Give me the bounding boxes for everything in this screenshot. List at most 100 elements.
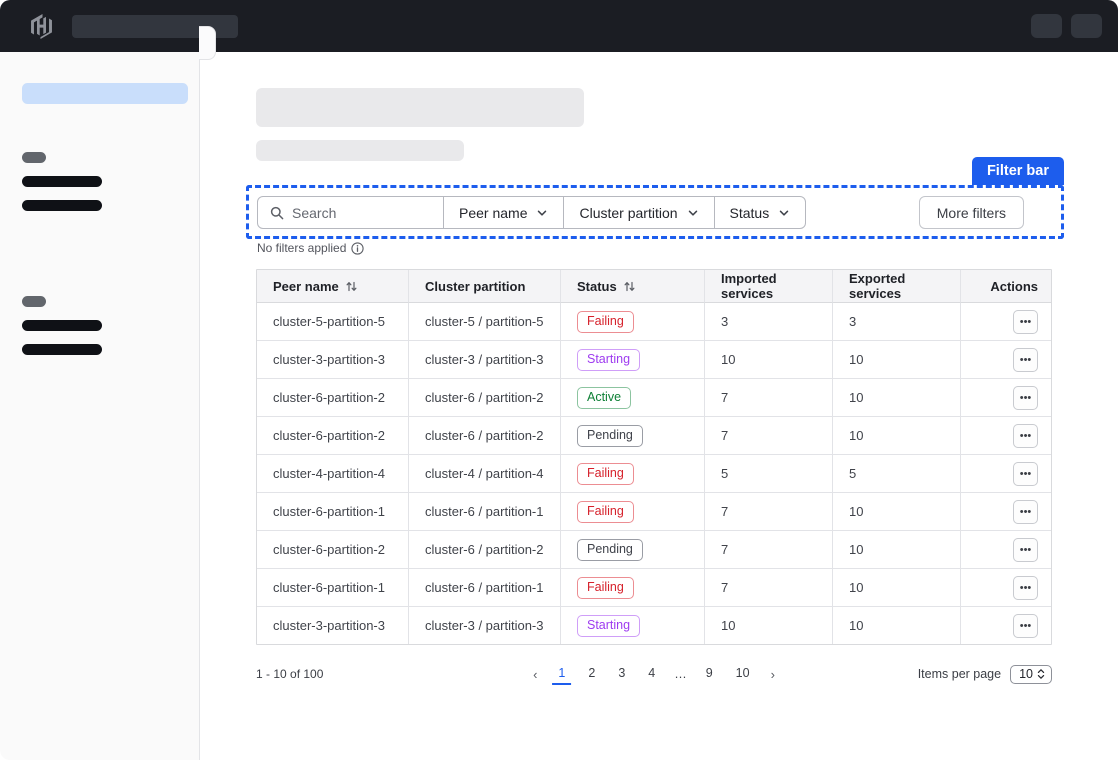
pagination-page-list: 1 2 3 4 … 9 10	[552, 663, 755, 685]
items-per-page-label: Items per page	[917, 667, 1002, 681]
pagination-range-text: 1 - 10 of 100	[256, 667, 324, 681]
pagination-page-9[interactable]: 9	[705, 666, 713, 680]
cluster-partition-cell: cluster-6 / partition-1	[409, 493, 561, 530]
row-actions-button[interactable]: •••	[1013, 423, 1038, 448]
search-field[interactable]	[258, 197, 443, 228]
status-cell: Active	[561, 379, 705, 416]
row-actions-button[interactable]: •••	[1013, 347, 1038, 372]
search-input[interactable]	[292, 204, 431, 221]
status-badge: Failing	[577, 310, 634, 333]
peer-name-cell: cluster-6-partition-2	[257, 531, 409, 568]
row-actions-button[interactable]: •••	[1013, 499, 1038, 524]
imported-services-cell: 10	[705, 607, 833, 644]
status-cell: Failing	[561, 303, 705, 340]
status-cell: Starting	[561, 607, 705, 644]
table-row: cluster-5-partition-5 cluster-5 / partit…	[257, 303, 1051, 341]
peer-name-filter-label: Peer name	[459, 204, 528, 221]
pagination-prev-button[interactable]: ‹	[529, 667, 541, 682]
peer-name-filter-dropdown[interactable]: Peer name	[443, 197, 563, 228]
nav-user-skeleton	[1071, 14, 1102, 38]
cluster-partition-cell: cluster-6 / partition-1	[409, 569, 561, 606]
row-actions-button[interactable]: •••	[1013, 575, 1038, 600]
status-badge: Pending	[577, 424, 643, 447]
pagination-page-2[interactable]: 2	[588, 666, 596, 680]
status-filter-dropdown[interactable]: Status	[713, 197, 806, 228]
sidebar-section-label-skeleton	[22, 296, 46, 307]
table-row: cluster-6-partition-2 cluster-6 / partit…	[257, 379, 1051, 417]
pagination-page-4[interactable]: 4	[648, 666, 656, 680]
cluster-partition-cell: cluster-5 / partition-5	[409, 303, 561, 340]
cluster-partition-filter-label: Cluster partition	[579, 204, 678, 221]
row-actions-button[interactable]: •••	[1013, 385, 1038, 410]
pagination-page-10[interactable]: 10	[735, 666, 750, 680]
chevron-down-icon	[538, 210, 547, 216]
status-cell: Failing	[561, 569, 705, 606]
sort-icon	[346, 281, 357, 291]
exported-services-cell: 5	[833, 455, 961, 492]
peer-name-cell: cluster-6-partition-1	[257, 493, 409, 530]
status-cell: Failing	[561, 493, 705, 530]
exported-services-cell: 10	[833, 417, 961, 454]
nav-help-skeleton	[1031, 14, 1062, 38]
row-actions-button[interactable]: •••	[1013, 537, 1038, 562]
exported-services-cell: 10	[833, 531, 961, 568]
status-cell: Failing	[561, 455, 705, 492]
chevron-down-icon	[688, 210, 697, 216]
filter-bar-annotation: Filter bar Peer name Cluster partition	[246, 157, 1064, 239]
page-subtitle-skeleton	[256, 140, 464, 161]
imported-services-cell: 7	[705, 569, 833, 606]
hashicorp-logo-icon[interactable]	[28, 13, 55, 40]
column-header-status[interactable]: Status	[561, 270, 705, 303]
column-header-imported-services: Imported services	[705, 270, 833, 303]
search-icon	[270, 206, 284, 219]
table-row: cluster-4-partition-4 cluster-4 / partit…	[257, 455, 1051, 493]
status-badge: Starting	[577, 614, 641, 637]
column-header-peer-name[interactable]: Peer name	[257, 270, 409, 303]
more-filters-button[interactable]: More filters	[918, 196, 1024, 229]
sidebar-active-item-skeleton	[22, 83, 188, 104]
status-cell: Starting	[561, 341, 705, 378]
imported-services-cell: 10	[705, 341, 833, 378]
row-actions-button[interactable]: •••	[1013, 613, 1038, 638]
sidebar-section-label-skeleton	[22, 152, 46, 163]
pagination-ellipsis: …	[674, 667, 687, 681]
status-badge: Failing	[577, 576, 634, 599]
status-badge: Active	[577, 386, 632, 409]
cluster-partition-filter-dropdown[interactable]: Cluster partition	[563, 197, 713, 228]
row-actions-button[interactable]: •••	[1013, 309, 1038, 334]
peer-name-cell: cluster-6-partition-2	[257, 417, 409, 454]
imported-services-cell: 7	[705, 379, 833, 416]
no-filters-text: No filters applied	[257, 241, 347, 255]
pagination-page-1[interactable]: 1	[552, 663, 572, 685]
table-row: cluster-6-partition-2 cluster-6 / partit…	[257, 531, 1051, 569]
pagination-pages: ‹ 1 2 3 4 … 9 10 ›	[529, 663, 779, 685]
table-header-row: Peer name Cluster partition Status	[257, 270, 1051, 303]
imported-services-cell: 7	[705, 493, 833, 530]
pagination-bar: 1 - 10 of 100 ‹ 1 2 3 4 … 9 10 › Items per pag…	[256, 661, 1052, 687]
peers-table: Peer name Cluster partition Status	[256, 269, 1052, 645]
sidebar-item-skeleton	[22, 344, 102, 355]
row-actions-button[interactable]: •••	[1013, 461, 1038, 486]
status-badge: Pending	[577, 538, 643, 561]
peer-name-cell: cluster-5-partition-5	[257, 303, 409, 340]
table-row: cluster-3-partition-3 cluster-3 / partit…	[257, 607, 1051, 644]
pagination-next-button[interactable]: ›	[767, 667, 779, 682]
status-cell: Pending	[561, 531, 705, 568]
exported-services-cell: 3	[833, 303, 961, 340]
items-per-page-select[interactable]: 10	[1010, 664, 1052, 684]
table-row: cluster-6-partition-1 cluster-6 / partit…	[257, 569, 1051, 607]
peer-name-cell: cluster-3-partition-3	[257, 607, 409, 644]
sidebar-collapse-handle[interactable]	[199, 26, 216, 60]
status-badge: Starting	[577, 348, 641, 371]
sidebar-item-skeleton	[22, 176, 102, 187]
imported-services-cell: 3	[705, 303, 833, 340]
peer-name-cell: cluster-6-partition-1	[257, 569, 409, 606]
column-header-exported-services: Exported services	[833, 270, 961, 303]
exported-services-cell: 10	[833, 379, 961, 416]
info-icon[interactable]	[351, 241, 365, 255]
status-badge: Failing	[577, 500, 634, 523]
cluster-partition-cell: cluster-4 / partition-4	[409, 455, 561, 492]
nav-search-skeleton	[72, 14, 238, 38]
column-header-cluster-partition: Cluster partition	[409, 270, 561, 303]
pagination-page-3[interactable]: 3	[618, 666, 626, 680]
